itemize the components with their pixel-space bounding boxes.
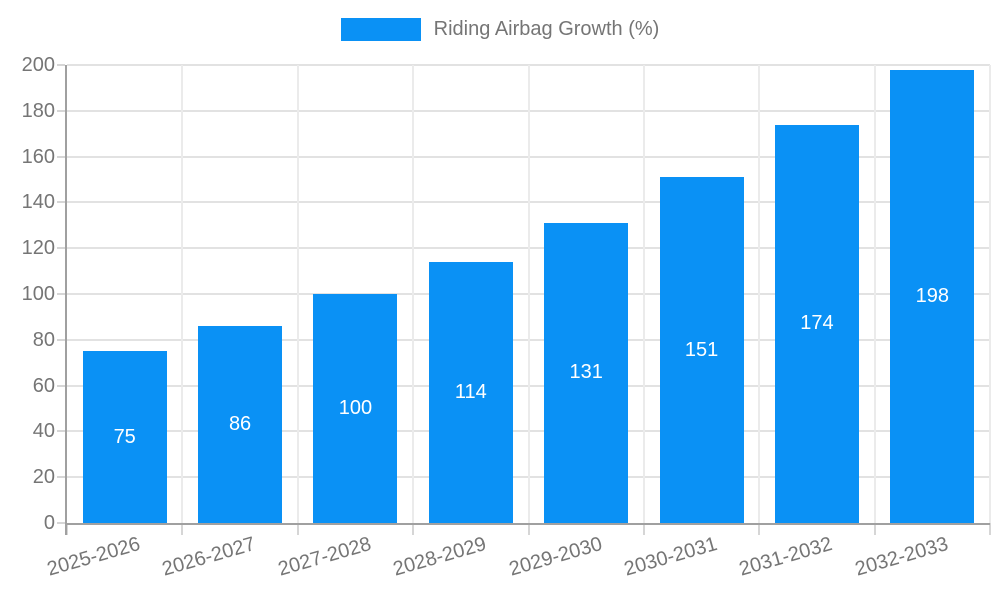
y-axis-tick [57, 384, 65, 387]
bar-value-label: 114 [454, 380, 487, 403]
y-axis-tick [57, 201, 65, 204]
legend-item[interactable]: Riding Airbag Growth (%) [0, 18, 1000, 41]
x-axis-tick [989, 523, 991, 535]
y-axis-tick [57, 476, 65, 479]
y-axis-tick-label: 200 [21, 54, 55, 76]
bar-value-label: 86 [228, 413, 252, 436]
plot-area: 0 20 40 60 80 100 120 140 160 180 200 75 2025-2026 86… [22, 54, 991, 581]
gridline-v [412, 65, 415, 523]
y-axis-tick-label: 100 [21, 283, 55, 305]
bar-value-label: 75 [113, 425, 136, 448]
gridline-v [527, 65, 530, 523]
x-axis-tick [181, 523, 184, 535]
y-axis-tick [57, 430, 65, 433]
y-axis-tick [57, 109, 65, 112]
bar[interactable]: 151 [659, 177, 744, 523]
y-axis-tick-label: 60 [32, 374, 55, 397]
y-axis-tick-label: 80 [32, 328, 55, 351]
x-axis-tick [758, 523, 761, 535]
bar[interactable]: 174 [774, 124, 859, 523]
y-axis-tick [57, 64, 65, 66]
gridline-v [181, 65, 184, 523]
x-axis-tick-label: 2025-2026 [44, 533, 143, 581]
y-axis-tick [57, 293, 65, 295]
y-axis-tick-label: 20 [32, 466, 55, 489]
y-axis-tick [57, 247, 65, 250]
x-axis-tick-label: 2031-2032 [736, 533, 836, 581]
y-axis-tick-label: 140 [21, 191, 55, 214]
x-axis-tick [873, 523, 876, 535]
bar[interactable]: 198 [890, 69, 975, 523]
bar[interactable]: 131 [544, 223, 629, 523]
x-axis-tick [527, 523, 530, 535]
legend-label: Riding Airbag Growth (%) [433, 18, 660, 40]
x-axis-tick-label: 2026-2027 [160, 533, 259, 581]
bar[interactable]: 114 [428, 261, 513, 523]
y-axis-tick-label: 180 [21, 99, 55, 122]
y-axis-tick [57, 338, 65, 341]
legend-swatch[interactable] [340, 18, 421, 41]
gridline-v [758, 65, 761, 523]
x-axis-tick-label: 2029-2030 [506, 533, 605, 581]
gridline-v [296, 65, 299, 523]
bar-value-label: 131 [569, 361, 603, 384]
y-axis-tick-label: 0 [43, 512, 55, 534]
bar-value-label: 151 [684, 338, 719, 361]
x-axis-tick [412, 523, 415, 535]
bar[interactable]: 86 [198, 326, 283, 523]
x-axis-tick-label: 2032-2033 [852, 533, 951, 581]
y-axis-tick-label: 40 [32, 420, 55, 443]
x-axis-tick-label: 2028-2029 [390, 533, 489, 581]
gridline-v [873, 65, 876, 523]
gridline-v [642, 65, 645, 523]
y-axis-tick-label: 160 [21, 145, 55, 168]
bar-value-label: 198 [915, 284, 949, 307]
y-axis-tick [57, 522, 65, 524]
y-axis-tick-label: 120 [21, 237, 55, 260]
bar-value-label: 174 [800, 312, 834, 335]
x-axis-tick-label: 2027-2028 [275, 533, 374, 581]
x-axis-tick [296, 523, 299, 535]
x-axis-tick [642, 523, 645, 535]
y-axis-line [65, 65, 67, 535]
y-axis-tick [57, 155, 65, 158]
x-axis-tick-label: 2030-2031 [621, 533, 720, 581]
x-axis-line [65, 523, 990, 525]
bar[interactable]: 100 [313, 294, 398, 523]
bar-value-label: 100 [338, 397, 373, 419]
bar[interactable]: 75 [82, 351, 167, 523]
gridline-v [989, 65, 991, 523]
x-axis-tick [66, 523, 68, 535]
